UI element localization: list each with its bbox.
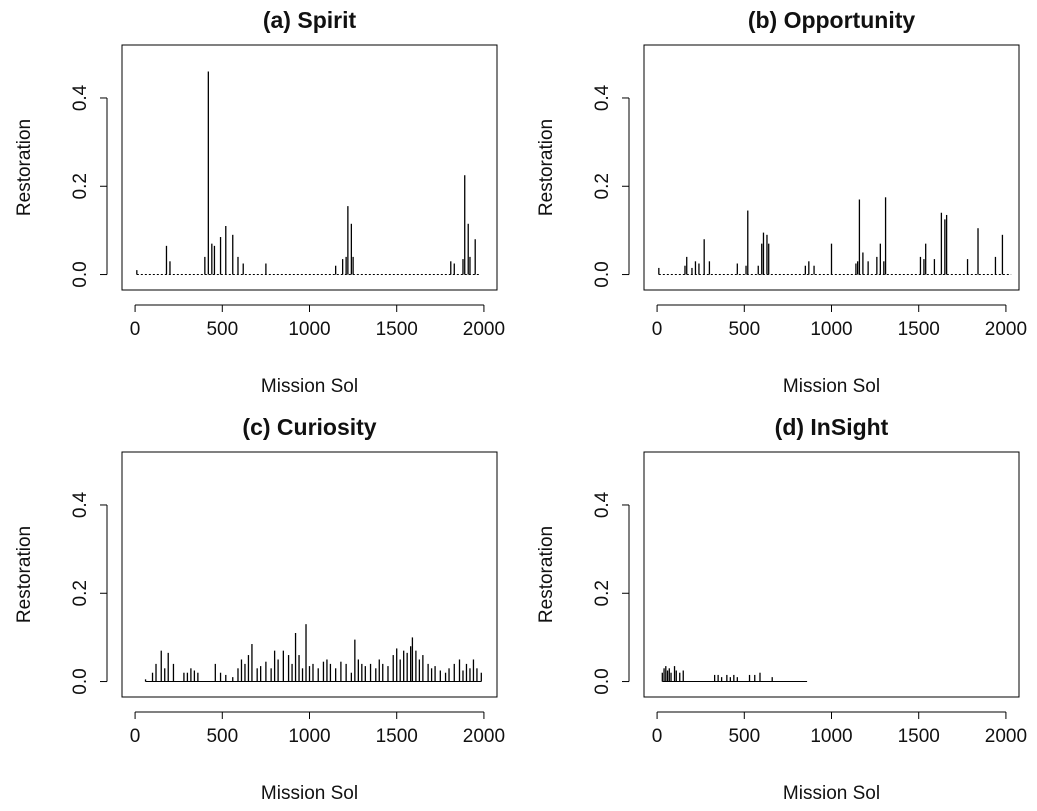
x-tick-label: 1500 xyxy=(898,726,940,747)
x-tick-label: 500 xyxy=(206,319,238,340)
plot-box xyxy=(121,451,498,698)
y-tick-label: 0.0 xyxy=(70,668,91,694)
y-axis-label: Restoration xyxy=(14,119,35,216)
x-axis-label: Mission Sol xyxy=(783,783,880,804)
x-tick-label: 0 xyxy=(130,726,141,747)
y-tick-label: 0.2 xyxy=(592,173,613,199)
panel-title: (d) InSight xyxy=(775,414,889,440)
y-axis-label: Restoration xyxy=(536,119,557,216)
x-tick-label: 1000 xyxy=(810,319,852,340)
x-tick-label: 1500 xyxy=(376,726,418,747)
y-tick-label: 0.2 xyxy=(70,173,91,199)
plot-box xyxy=(643,44,1020,291)
x-axis-label: Mission Sol xyxy=(783,376,880,397)
x-tick-label: 1500 xyxy=(898,319,940,340)
y-tick-label: 0.0 xyxy=(592,261,613,287)
panel-title: (a) Spirit xyxy=(263,7,357,33)
x-tick-label: 0 xyxy=(652,726,663,747)
x-tick-label: 500 xyxy=(728,726,760,747)
x-tick-label: 1000 xyxy=(810,726,852,747)
x-tick-label: 1000 xyxy=(288,726,330,747)
panel-title: (c) Curiosity xyxy=(242,414,376,440)
y-tick-label: 0.2 xyxy=(592,580,613,606)
y-axis-label: Restoration xyxy=(536,526,557,623)
panel: (b) Opportunity Mission Sol Restoration 0 50… xyxy=(536,7,1027,397)
panel: (c) Curiosity Mission Sol Restoration 0 500 1… xyxy=(14,414,505,804)
x-tick-label: 1000 xyxy=(288,319,330,340)
y-tick-label: 0.4 xyxy=(592,84,613,111)
panel-title: (b) Opportunity xyxy=(748,7,916,33)
y-tick-label: 0.2 xyxy=(70,580,91,606)
x-tick-label: 500 xyxy=(206,726,238,747)
y-tick-label: 0.0 xyxy=(592,668,613,694)
y-axis-label: Restoration xyxy=(14,526,35,623)
x-tick-label: 2000 xyxy=(985,726,1027,747)
y-tick-label: 0.4 xyxy=(592,491,613,518)
x-tick-label: 0 xyxy=(130,319,141,340)
x-axis-label: Mission Sol xyxy=(261,376,358,397)
plot-box xyxy=(121,44,498,291)
panel: (a) Spirit Mission Sol Restoration 0 500 1000… xyxy=(14,7,505,397)
x-axis-label: Mission Sol xyxy=(261,783,358,804)
x-tick-label: 2000 xyxy=(985,319,1027,340)
y-tick-label: 0.0 xyxy=(70,261,91,287)
panel: (d) InSight Mission Sol Restoration 0 500 100… xyxy=(536,414,1027,804)
x-tick-label: 500 xyxy=(728,319,760,340)
x-tick-label: 1500 xyxy=(376,319,418,340)
x-tick-label: 2000 xyxy=(463,319,505,340)
y-tick-label: 0.4 xyxy=(70,84,91,111)
y-tick-label: 0.4 xyxy=(70,491,91,518)
x-tick-label: 2000 xyxy=(463,726,505,747)
plot-box xyxy=(643,451,1020,698)
x-tick-label: 0 xyxy=(652,319,663,340)
